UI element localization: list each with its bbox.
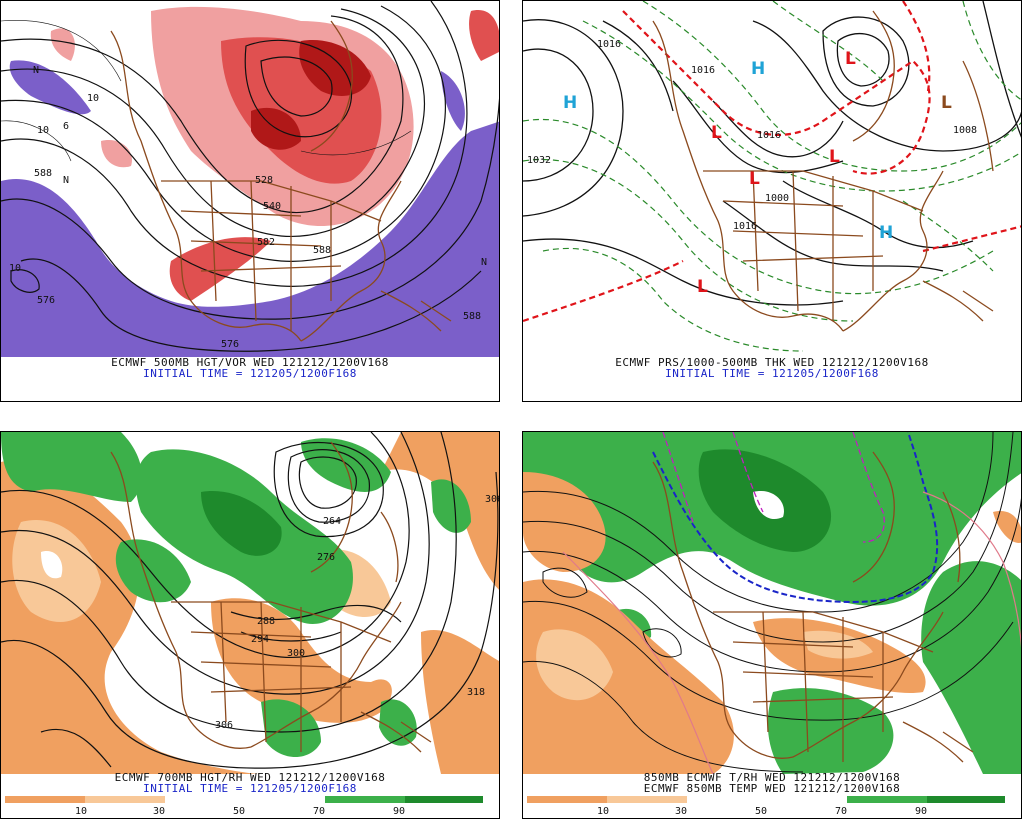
contour-label: 10 <box>87 93 99 104</box>
rh-moist-area-north <box>1 432 142 502</box>
map-700mb: 306 318 306 300 294 288 276 264 <box>1 432 500 774</box>
isobar-label: 1000 <box>765 193 789 204</box>
caption-line1: 850MB ECMWF T/RH WED 121212/1200V168 <box>643 771 901 784</box>
vorticity-area-red-west-trough <box>169 237 271 301</box>
panel-500mb-height-vorticity: 588 576 588 10 10 6 10 N N N 540 528 582… <box>0 0 500 402</box>
caption-line1: ECMWF 700MB HGT/RH WED 121212/1200V168 <box>114 771 386 784</box>
isobar-label: 1016 <box>691 65 715 76</box>
isobar-label: 1016 <box>757 130 781 141</box>
caption-initial-time: INITIAL TIME = 121205/1200F168 <box>665 367 879 380</box>
contour-label: 576 <box>37 295 55 306</box>
caption-initial-time: INITIAL TIME = 121205/1200F168 <box>143 782 357 795</box>
high-pressure-center: H <box>751 59 766 79</box>
caption-line1: ECMWF PRS/1000-500MB THK WED 121212/1200… <box>615 356 929 369</box>
low-pressure-center: L <box>749 169 760 189</box>
map-850mb <box>523 432 1021 774</box>
colorbar-tick-label: 50 <box>754 806 768 817</box>
contour-label: 306 <box>215 720 233 731</box>
freezing-line <box>652 432 939 604</box>
contour-label: 276 <box>317 552 335 563</box>
high-pressure-center: H <box>563 93 578 113</box>
contour-label: N <box>63 175 69 186</box>
vorticity-area-purple-west <box>1 121 499 357</box>
contour-label: 300 <box>287 648 305 659</box>
colorbar-tick-label: 50 <box>232 806 246 817</box>
contour-label: 6 <box>63 121 69 132</box>
contour-label: 294 <box>251 634 269 645</box>
caption-initial-time: INITIAL TIME = 121205/1200F168 <box>143 367 357 380</box>
contour-label: 576 <box>221 339 239 350</box>
rh-dry-area-west <box>523 472 606 572</box>
vorticity-area-purple-pacific <box>9 60 92 115</box>
rh-colorbar <box>527 796 1005 803</box>
contour-label: 582 <box>257 237 275 248</box>
low-pressure-center: L <box>829 147 840 167</box>
high-pressure-center: H <box>879 223 894 243</box>
contour-label: N <box>481 257 487 268</box>
isobar-label: 1016 <box>597 39 621 50</box>
contour-label: 10 <box>37 125 49 136</box>
contour-label: 540 <box>263 201 281 212</box>
isobar-label: 1032 <box>527 155 551 166</box>
panel-700mb-height-rh: 306 318 306 300 294 288 276 264 ECMWF 70… <box>0 431 500 819</box>
colorbar-tick-label: 30 <box>152 806 166 817</box>
colorbar-tick-label: 10 <box>74 806 88 817</box>
contour-label: 588 <box>34 168 52 179</box>
low-pressure-center: L <box>845 49 856 69</box>
low-pressure-center: L <box>711 123 722 143</box>
low-pressure-center: L <box>941 93 952 113</box>
isobar-label: 1008 <box>953 125 977 136</box>
isobar-label: 1016 <box>733 221 757 232</box>
panel-pressure-thickness: 1032 1016 1016 1008 1016 1016 1000 H H H… <box>522 0 1022 402</box>
contour-label: N <box>33 65 39 76</box>
contour-label: 528 <box>255 175 273 186</box>
contour-label: 588 <box>463 311 481 322</box>
caption-line2: ECMWF 850MB TEMP WED 121212/1200V168 <box>643 782 901 795</box>
contour-label: 264 <box>323 516 341 527</box>
map-pressure-thickness: 1032 1016 1016 1008 1016 1016 1000 <box>523 1 1021 357</box>
contour-label: 306 <box>485 494 500 505</box>
colorbar-tick-label: 30 <box>674 806 688 817</box>
colorbar-tick-label: 70 <box>834 806 848 817</box>
contour-label: 318 <box>467 687 485 698</box>
low-pressure-center: L <box>697 277 708 297</box>
colorbar-tick-label: 70 <box>312 806 326 817</box>
contour-label: 288 <box>257 616 275 627</box>
colorbar-tick-label: 10 <box>596 806 610 817</box>
caption-line1: ECMWF 500MB HGT/VOR WED 121212/1200V168 <box>111 356 389 369</box>
colorbar-tick-label: 90 <box>914 806 928 817</box>
contour-label: 10 <box>9 263 21 274</box>
colorbar-tick-label: 90 <box>392 806 406 817</box>
panel-850mb-temp-rh: 850MB ECMWF T/RH WED 121212/1200V168 ECM… <box>522 431 1022 819</box>
vorticity-area-purple-north <box>441 71 465 131</box>
rh-colorbar <box>5 796 483 803</box>
map-500mb: 588 576 588 10 10 6 10 N N N 540 528 582… <box>1 1 499 357</box>
contour-label: 588 <box>313 245 331 256</box>
